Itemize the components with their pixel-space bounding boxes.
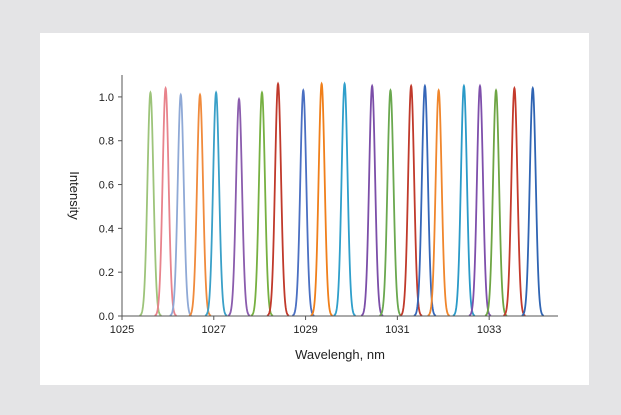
y-tick-label: 0.0 [99, 311, 114, 323]
spectral-peak-10 [310, 81, 333, 317]
y-axis-ticks: 0.0 0.2 0.4 0.6 0.8 1.0 [99, 92, 122, 323]
spectral-peak-5 [204, 90, 228, 317]
y-axis-title: Intensity [67, 171, 82, 220]
spectral-peak-8 [266, 81, 290, 317]
spectral-peak-4 [188, 92, 212, 317]
y-tick-label: 0.2 [99, 267, 114, 279]
spectral-peak-9 [291, 88, 315, 317]
x-tick-label: 1027 [202, 324, 226, 336]
spectral-peak-2 [154, 85, 177, 317]
spectral-peak-21 [521, 85, 545, 317]
spectral-peak-6 [227, 96, 251, 317]
spectral-peak-1 [139, 90, 162, 317]
x-tick-label: 1025 [110, 324, 134, 336]
x-tick-label: 1029 [293, 324, 317, 336]
spectral-peak-17 [452, 83, 476, 317]
spectral-peak-14 [399, 83, 423, 317]
chart-card: 1025 1027 1029 1031 1033 0.0 0.2 0.4 0.6 0.8 1.0 … [40, 33, 589, 385]
x-axis-ticks: 1025 1027 1029 1031 1033 [110, 316, 501, 336]
x-tick-label: 1033 [477, 324, 501, 336]
chart-marks [139, 81, 545, 317]
spectral-peak-18 [468, 83, 492, 317]
spectral-peak-16 [427, 88, 450, 317]
spectral-peak-11 [333, 81, 356, 317]
spectral-peak-20 [503, 85, 526, 317]
spectral-peak-12 [360, 83, 384, 317]
spectral-peak-3 [169, 92, 193, 317]
x-tick-label: 1031 [385, 324, 409, 336]
spectral-peak-13 [379, 88, 402, 317]
y-tick-label: 0.4 [99, 223, 114, 235]
spectral-peak-19 [484, 88, 508, 317]
y-tick-label: 0.8 [99, 136, 114, 148]
spectrum-chart: 1025 1027 1029 1031 1033 0.00.20.40.60.81.0 … [67, 75, 558, 362]
y-tick-label: 0.6 [99, 180, 114, 192]
x-axis-title: Wavelengh, nm [295, 347, 385, 362]
y-tick-label: 1.0 [99, 92, 114, 104]
spectral-peak-7 [250, 90, 274, 317]
